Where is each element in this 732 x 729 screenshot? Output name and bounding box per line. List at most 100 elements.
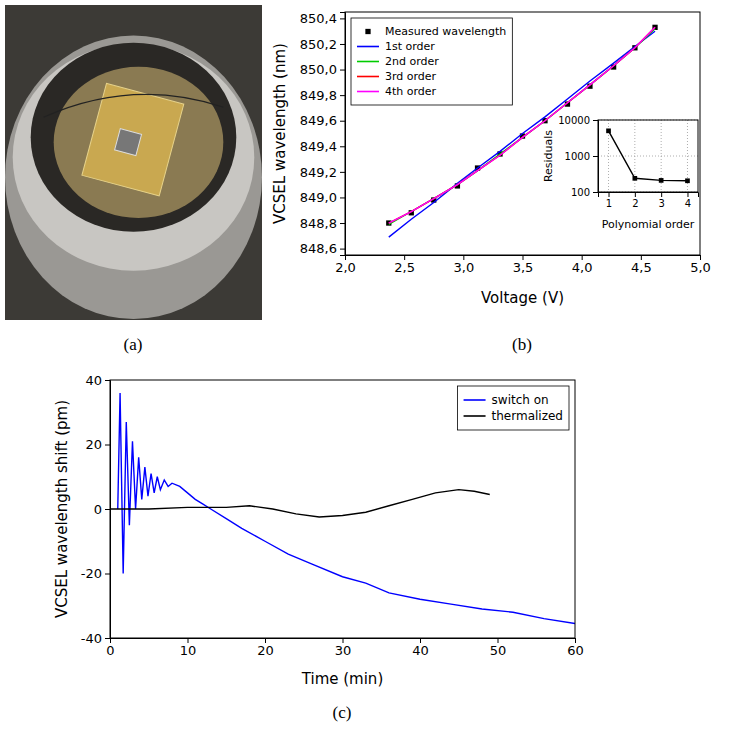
panel-caption: (b) <box>512 335 532 354</box>
x-axis-title: Time (min) <box>301 670 383 688</box>
data-layer <box>606 128 690 183</box>
tick-label: 100 <box>571 187 590 198</box>
photo-wire <box>44 94 224 117</box>
tick: 60 <box>567 638 584 658</box>
panel-caption: (a) <box>124 335 143 354</box>
tick: 849,2 <box>300 165 345 180</box>
tick-label: 0 <box>106 643 114 658</box>
legend-line <box>357 46 379 48</box>
tick: 4,0 <box>572 255 593 275</box>
tick-label: 60 <box>567 643 584 658</box>
axis-line <box>599 193 699 198</box>
legend-items: Measured wavelength 1st order 2nd order 3rd… <box>357 25 506 98</box>
grid <box>598 120 698 192</box>
tick-mark <box>340 223 345 224</box>
figure: (a)2,02,53,03,54,04,55,0848,6848,8849,08… <box>0 0 732 729</box>
legend: Measured wavelength 1st order 2nd order 3rd… <box>351 18 512 105</box>
panel-caption: (c) <box>333 703 352 722</box>
legend-box <box>351 18 512 105</box>
tick-label: 848,8 <box>300 216 337 231</box>
legend-symbol <box>365 29 370 34</box>
chart: 1234100100010000Polynomial orderResidual… <box>542 115 699 231</box>
tick-mark <box>661 192 662 197</box>
tick-label: 2,5 <box>394 260 415 275</box>
photo-pad <box>115 129 142 156</box>
legend: switch onthermalized <box>458 386 569 430</box>
tick: 848,6 <box>300 241 345 256</box>
tick: 2 <box>632 192 638 209</box>
tick-mark <box>340 70 345 71</box>
tick: 10 <box>180 638 197 658</box>
tick-label: 0 <box>94 502 102 517</box>
legend-label: switch on <box>492 393 549 407</box>
plot-frame <box>345 12 700 255</box>
tick: 0 <box>106 638 114 658</box>
data-point <box>659 178 664 183</box>
data-point <box>632 176 637 181</box>
tick-label: 849,6 <box>300 113 337 128</box>
tick: 2,5 <box>394 255 415 275</box>
tick-label: 20 <box>85 437 102 452</box>
tick-label: 3,0 <box>453 260 474 275</box>
tick: 850,0 <box>300 62 345 77</box>
x-axis-title: Voltage (V) <box>481 289 564 307</box>
tick: 1000 <box>565 151 598 162</box>
y-axis-title: VCSEL wavelength shift (pm) <box>53 400 71 618</box>
chart: 2,02,53,03,54,04,55,0848,6848,8849,0849,… <box>271 11 711 307</box>
tick-mark <box>340 146 345 147</box>
axis-line <box>105 381 111 639</box>
x-axis: 1234 <box>599 192 699 209</box>
tick-mark <box>609 192 610 197</box>
legend-label: 2nd order <box>385 55 439 68</box>
axis-line <box>340 13 346 256</box>
data-point <box>685 178 690 183</box>
tick-label: 850,2 <box>300 37 337 52</box>
tick-label: 4 <box>685 198 691 209</box>
photo-well <box>31 43 237 232</box>
plot-background <box>345 12 700 255</box>
legend-line <box>357 91 379 93</box>
tick-mark <box>340 95 345 96</box>
tick: 850,2 <box>300 37 345 52</box>
tick-mark <box>593 156 598 157</box>
x-axis-title: Polynomial order <box>602 218 695 231</box>
tick-label: 20 <box>257 643 274 658</box>
tick-label: 850,4 <box>300 11 337 26</box>
data-point <box>606 128 611 133</box>
tick-label: 10000 <box>558 115 590 126</box>
y-axis: 848,6 848,8 849,0 849,2 849,4 849,6 849,8 850,0… <box>300 11 346 256</box>
tick-label: 849,8 <box>300 88 337 103</box>
plot-background <box>110 380 575 638</box>
tick: 849,4 <box>300 139 345 154</box>
x-axis: 0102030405060 <box>106 638 583 658</box>
tick-mark <box>105 574 110 575</box>
tick: -40 <box>81 631 110 646</box>
tick-label: 4,0 <box>572 260 593 275</box>
tick: 848,8 <box>300 216 345 231</box>
x-axis: 2,02,53,03,54,04,55,0 <box>335 255 711 275</box>
tick-label: 50 <box>490 643 507 658</box>
tick-mark <box>340 121 345 122</box>
legend-label: Measured wavelength <box>385 25 506 38</box>
legend-label: 1st order <box>385 40 435 53</box>
tick-label: 40 <box>85 373 102 388</box>
legend-label: 3rd order <box>385 70 437 83</box>
tick-mark <box>340 44 345 45</box>
tick-label: 849,2 <box>300 165 337 180</box>
tick: 4 <box>685 192 691 209</box>
chart: 0102030405060-40-2002040Time (min)VCSEL … <box>53 373 584 688</box>
tick-label: 850,0 <box>300 62 337 77</box>
tick: 1 <box>606 192 612 209</box>
photo-background <box>5 5 262 320</box>
tick: 3,5 <box>513 255 534 275</box>
tick-label: 848,6 <box>300 241 337 256</box>
tick-mark <box>593 120 598 121</box>
tick: 849,0 <box>300 190 345 205</box>
photo-panel <box>5 5 262 320</box>
tick-mark <box>340 172 345 173</box>
y-axis-title: VCSEL wavelength (nm) <box>271 43 289 224</box>
tick: 20 <box>85 437 110 452</box>
tick: 10000 <box>558 115 598 126</box>
series-line <box>110 490 490 517</box>
tick: 4,5 <box>631 255 652 275</box>
